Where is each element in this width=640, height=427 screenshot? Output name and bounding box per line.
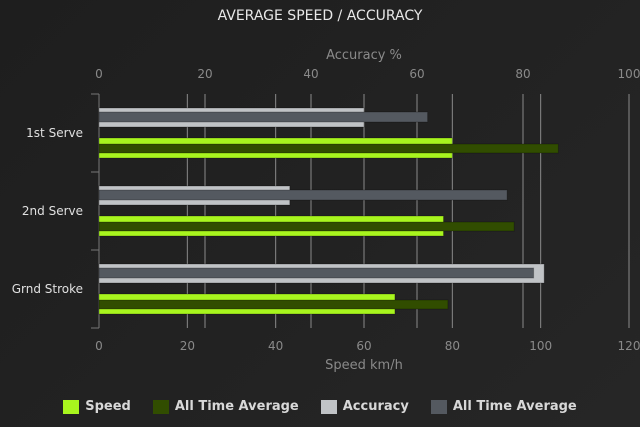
chart-area: 0 20 40 60 80 100 0 20 40 60 80 100 120 Accuracy % Spe… — [12, 48, 640, 373]
legend-swatch — [430, 399, 447, 414]
bar-all-time-average-top — [98, 267, 535, 279]
bar-all-time-average-top — [98, 111, 429, 123]
category-label: 2nd Serve — [22, 204, 83, 218]
legend-item-speed-average[interactable]: All Time Average — [152, 399, 299, 414]
legend-item-accuracy[interactable]: Accuracy — [320, 399, 409, 414]
bottom-axis-title: Speed km/h — [325, 358, 403, 373]
legend-item-accuracy-average[interactable]: All Time Average — [430, 399, 577, 414]
legend-label: Speed — [85, 399, 131, 414]
category-label: Grnd Stroke — [12, 282, 83, 296]
top-axis-title: Accuracy % — [326, 48, 402, 63]
legend-label: All Time Average — [452, 399, 577, 414]
bottom-tick-label: 40 — [268, 339, 283, 353]
top-tick-label: 20 — [197, 67, 212, 81]
legend-label: All Time Average — [174, 399, 299, 414]
top-tick-label: 40 — [303, 67, 318, 81]
legend: Speed All Time Average Accuracy All Time… — [0, 399, 640, 414]
bar-all-time-average-top — [98, 189, 508, 201]
top-tick-label: 80 — [515, 67, 530, 81]
top-tick-label: 60 — [409, 67, 424, 81]
bottom-tick-label: 60 — [356, 339, 371, 353]
top-tick-label: 100 — [618, 67, 640, 81]
bottom-tick-label: 20 — [180, 339, 195, 353]
bottom-tick-label: 120 — [618, 339, 640, 353]
chart-title: AVERAGE SPEED / ACCURACY — [217, 8, 423, 24]
bar-all-time-average-bottom — [98, 221, 515, 232]
bar-all-time-average-bottom — [98, 299, 449, 310]
bottom-tick-label: 0 — [95, 339, 103, 353]
category-label: 1st Serve — [26, 126, 83, 140]
legend-swatch — [63, 399, 80, 414]
bottom-tick-label: 100 — [529, 339, 552, 353]
legend-item-speed[interactable]: Speed — [63, 399, 131, 414]
bar-all-time-average-bottom — [98, 143, 559, 154]
top-tick-label: 0 — [95, 67, 103, 81]
legend-swatch — [152, 399, 169, 414]
bottom-tick-label: 80 — [445, 339, 460, 353]
legend-label: Accuracy — [342, 399, 409, 414]
legend-swatch — [320, 399, 337, 414]
